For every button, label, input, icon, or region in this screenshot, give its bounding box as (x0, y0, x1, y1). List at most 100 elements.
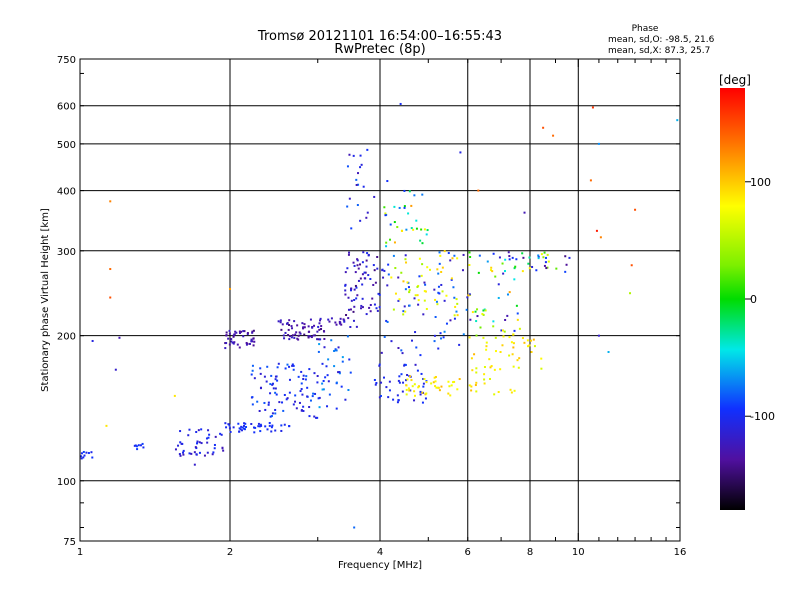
data-point (253, 426, 256, 429)
data-point (302, 327, 305, 330)
data-point (339, 317, 342, 320)
data-point (230, 338, 233, 341)
y-tick-label: 400 (57, 187, 76, 198)
data-point (296, 324, 299, 327)
data-point (179, 454, 182, 457)
data-point (79, 455, 82, 458)
data-point (328, 320, 331, 323)
data-point (356, 258, 359, 261)
data-point (413, 297, 416, 300)
data-point (105, 424, 108, 427)
data-point (489, 269, 492, 272)
data-point (488, 377, 491, 380)
data-point (353, 264, 356, 267)
data-point (500, 329, 503, 332)
data-point (449, 319, 452, 322)
data-point (456, 314, 459, 317)
data-point (334, 348, 337, 351)
data-point (231, 341, 234, 344)
data-point (515, 258, 518, 261)
data-point (634, 208, 637, 211)
data-point (532, 338, 535, 341)
data-point (366, 148, 369, 151)
data-point (242, 335, 245, 338)
data-point (552, 134, 555, 137)
data-point (289, 335, 292, 338)
data-point (232, 334, 235, 337)
data-point (509, 388, 512, 391)
data-point (333, 349, 336, 352)
data-point (424, 397, 427, 400)
data-point (402, 280, 405, 283)
data-point (197, 429, 200, 432)
data-point (435, 386, 438, 389)
data-point (564, 270, 567, 273)
data-point (437, 291, 440, 294)
data-point (232, 335, 235, 338)
data-point (207, 436, 210, 439)
data-point (225, 331, 228, 334)
data-point (380, 351, 383, 354)
data-point (369, 277, 372, 280)
data-point (352, 154, 355, 157)
data-point (286, 397, 289, 400)
data-point (437, 347, 440, 350)
data-point (357, 267, 360, 270)
data-point (423, 290, 426, 293)
data-point (267, 401, 270, 404)
data-point (330, 317, 333, 320)
data-point (219, 432, 222, 435)
data-point (323, 337, 326, 340)
data-point (448, 385, 451, 388)
data-point (173, 394, 176, 397)
data-point (315, 416, 318, 419)
data-point (501, 329, 504, 332)
data-point (396, 226, 399, 229)
data-point (475, 334, 478, 337)
data-point (405, 228, 408, 231)
data-point (355, 286, 358, 289)
data-point (420, 372, 423, 375)
data-point (306, 386, 309, 389)
data-point (308, 406, 311, 409)
data-points (79, 102, 679, 529)
data-point (629, 292, 632, 295)
data-point (259, 423, 262, 426)
data-point (259, 387, 262, 390)
data-point (497, 283, 500, 286)
data-point (280, 424, 283, 427)
data-point (450, 277, 453, 280)
data-point (259, 367, 262, 370)
data-point (506, 293, 509, 296)
data-point (357, 279, 360, 282)
data-point (350, 287, 353, 290)
data-point (346, 205, 349, 208)
data-point (492, 325, 495, 328)
data-point (385, 245, 388, 248)
data-point (238, 430, 241, 433)
data-point (316, 330, 319, 333)
data-point (607, 351, 610, 354)
data-point (440, 270, 443, 273)
data-point (373, 195, 376, 198)
data-point (250, 422, 253, 425)
data-point (384, 214, 387, 217)
data-point (333, 365, 336, 368)
data-point (91, 339, 94, 342)
data-point (403, 189, 406, 192)
data-point (227, 423, 230, 426)
data-point (528, 256, 531, 259)
data-point (279, 319, 282, 322)
data-point (313, 334, 316, 337)
data-point (269, 392, 272, 395)
data-point (485, 345, 488, 348)
data-point (91, 456, 94, 459)
data-point (295, 407, 298, 410)
data-point (198, 441, 201, 444)
data-point (196, 442, 199, 445)
data-point (311, 326, 314, 329)
data-point (228, 343, 231, 346)
data-point (426, 229, 429, 232)
data-point (459, 151, 462, 154)
data-point (378, 396, 381, 399)
